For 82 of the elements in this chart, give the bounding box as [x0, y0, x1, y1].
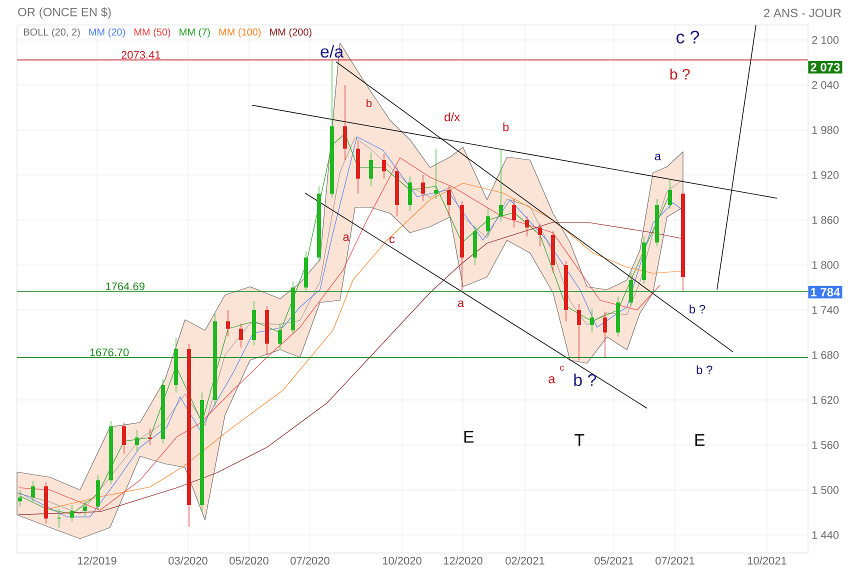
annotation: a	[343, 234, 350, 242]
y-tick-label: 1 740	[812, 306, 839, 314]
candlestick	[590, 308, 594, 333]
x-tick-label: 03/2020	[168, 556, 208, 565]
y-tick-label: 1 560	[812, 441, 839, 449]
candlestick	[434, 148, 438, 200]
y-tick-label: 1 920	[812, 171, 839, 179]
candlestick	[57, 508, 62, 528]
candlestick	[668, 180, 672, 210]
annotation: T	[574, 434, 584, 446]
y-tick-label: 1 500	[812, 486, 839, 494]
candlestick	[525, 216, 530, 237]
annotation: a	[458, 300, 464, 308]
text: 2 073	[810, 62, 840, 72]
annotation: c	[560, 366, 564, 371]
x-tick-label: 05/2021	[594, 556, 634, 565]
candlestick	[239, 323, 244, 348]
y-tick-label: 1 800	[812, 261, 839, 269]
line-series	[18, 222, 684, 516]
text: 1 784	[810, 288, 840, 296]
annotation: b ?	[574, 374, 596, 386]
candlestick	[278, 323, 282, 350]
candlestick	[83, 500, 88, 517]
annotation: b ?	[670, 68, 690, 80]
annotation: c	[389, 236, 395, 244]
candlestick	[369, 152, 373, 187]
annotation: b ?	[690, 304, 706, 314]
annotation: e/a	[320, 45, 344, 58]
x-tick-label: 12/2019	[78, 556, 116, 565]
y-tick-label: 2 100	[812, 36, 839, 44]
ref-line-label: 1764.69	[106, 282, 144, 290]
text: MM (200)	[270, 28, 312, 38]
candlestick	[18, 490, 22, 507]
chart-title: OR (ONCE EN $)	[18, 7, 111, 19]
x-tick-label: 12/2020	[444, 556, 482, 565]
candlestick	[31, 480, 36, 502]
annotation: d/x	[444, 112, 460, 122]
candlestick	[629, 272, 633, 307]
chart-subtitle: 2 ANS - JOUR	[764, 8, 841, 18]
candlestick	[343, 84, 348, 160]
candlestick	[538, 223, 542, 247]
text: MM (100)	[219, 28, 261, 38]
text: MM (7)	[180, 28, 210, 38]
candlestick	[421, 174, 426, 202]
text: MM (50)	[134, 28, 170, 38]
candlestick	[447, 186, 452, 217]
annotation: a	[548, 376, 556, 384]
candlestick	[408, 176, 412, 212]
annotation: c ?	[676, 30, 700, 44]
x-tick-label: 07/2020	[290, 556, 330, 565]
y-tick-label: 1 440	[812, 531, 839, 539]
candlestick	[122, 422, 126, 454]
y-tick-label: 1 860	[812, 216, 839, 224]
candlestick	[577, 304, 581, 361]
candlestick	[135, 430, 140, 452]
annotation: b	[366, 99, 372, 108]
ref-line-label: 1676.70	[90, 348, 129, 356]
candlestick	[603, 311, 607, 358]
candlestick	[148, 428, 152, 446]
y-tick-label: 1 980	[812, 126, 839, 134]
candlestick	[499, 148, 503, 222]
candlestick	[512, 198, 516, 228]
candlestick	[70, 504, 74, 522]
candlestick	[226, 310, 230, 337]
x-tick-label: 10/2020	[382, 556, 422, 565]
annotation: b ?	[696, 365, 712, 374]
x-tick-label: 05/2020	[230, 556, 268, 565]
annotation: a	[654, 154, 662, 160]
annotation: E	[464, 430, 474, 443]
x-tick-label: 10/2021	[748, 556, 786, 565]
candlestick	[382, 154, 386, 180]
x-tick-label: 02/2021	[506, 556, 544, 565]
y-tick-label: 1 620	[812, 396, 839, 404]
ref-line-label: 2073.41	[122, 50, 160, 59]
y-tick-label: 1 680	[812, 351, 839, 359]
candlestick	[486, 208, 490, 237]
x-tick-label: 07/2021	[656, 556, 694, 565]
text: BOLL (20, 2)	[24, 28, 80, 38]
annotation: b	[503, 122, 509, 132]
annotation: E	[695, 434, 705, 446]
y-tick-label: 2 040	[812, 81, 839, 89]
text: MM (20)	[89, 28, 126, 38]
